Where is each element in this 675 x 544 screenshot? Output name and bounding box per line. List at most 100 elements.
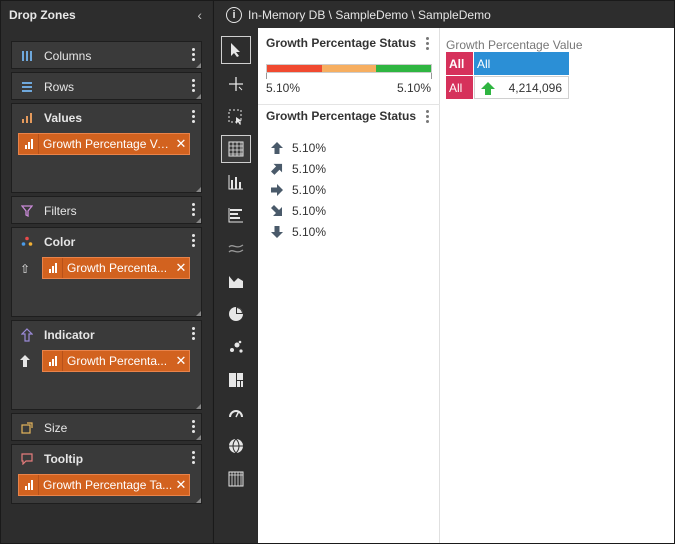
values-zone[interactable]: Values Growth Percentage Va... ✕ bbox=[11, 103, 202, 193]
legend-item[interactable]: 5.10% bbox=[270, 162, 326, 176]
filters-zone[interactable]: Filters bbox=[11, 196, 202, 224]
arrow-up-right-icon bbox=[270, 162, 284, 176]
measure-icon bbox=[43, 351, 63, 371]
breadcrumb-path: In-Memory DB \ SampleDemo \ SampleDemo bbox=[248, 7, 491, 22]
visual-toolbar bbox=[213, 28, 257, 543]
values-menu-icon[interactable] bbox=[192, 110, 196, 126]
measure-icon bbox=[43, 258, 63, 278]
legend-item-label: 5.10% bbox=[292, 183, 327, 197]
columns-icon bbox=[20, 49, 34, 63]
legend-item-label: 5.10% bbox=[292, 162, 327, 176]
gauge-ticks bbox=[266, 73, 432, 79]
values-icon bbox=[20, 111, 34, 125]
arrow-up-icon bbox=[481, 82, 495, 98]
drop-zones-panel: Drop Zones ‹ Columns Rows Valu bbox=[1, 1, 212, 543]
legend-item[interactable]: 5.10% bbox=[270, 204, 326, 218]
arrow-down-right-icon bbox=[270, 204, 284, 218]
grid-corner-all[interactable]: All bbox=[446, 52, 473, 75]
rows-label: Rows bbox=[44, 80, 75, 94]
panel-divider bbox=[258, 104, 440, 105]
legend-panel-menu-icon[interactable] bbox=[426, 110, 429, 125]
line-chart-icon[interactable] bbox=[221, 234, 251, 262]
kpi-panel-menu-icon[interactable] bbox=[426, 37, 429, 52]
legend-item[interactable]: 5.10% bbox=[270, 141, 326, 155]
info-icon[interactable]: i bbox=[226, 6, 242, 23]
tooltip-label: Tooltip bbox=[44, 452, 84, 466]
indicator-direction-icon[interactable] bbox=[20, 355, 30, 370]
breadcrumb-header: i In-Memory DB \ SampleDemo \ SampleDemo bbox=[213, 1, 674, 28]
indicator-menu-icon[interactable] bbox=[192, 327, 196, 343]
color-palette-icon bbox=[20, 235, 34, 249]
color-label: Color bbox=[44, 235, 76, 249]
filter-icon bbox=[20, 204, 34, 218]
arrow-up-icon bbox=[270, 141, 284, 155]
legend-item-label: 5.10% bbox=[292, 204, 327, 218]
grid-column-header[interactable]: All bbox=[474, 52, 569, 75]
color-chip-label: Growth Percenta... bbox=[67, 261, 168, 275]
tooltip-chip-label: Growth Percentage Ta... bbox=[43, 478, 173, 492]
gauge-segment-green bbox=[376, 65, 432, 72]
remove-color-chip-icon[interactable]: ✕ bbox=[175, 260, 187, 275]
more-icon[interactable] bbox=[221, 465, 251, 493]
column-chart-icon[interactable] bbox=[221, 168, 251, 196]
scatter-icon[interactable] bbox=[221, 333, 251, 361]
legend-item[interactable]: 5.10% bbox=[270, 183, 326, 197]
kpi-panel-title: Growth Percentage Status bbox=[266, 36, 417, 50]
indicator-label: Indicator bbox=[44, 328, 95, 342]
size-icon bbox=[20, 421, 34, 435]
color-field-chip[interactable]: Growth Percenta... ✕ bbox=[42, 257, 190, 279]
grid-panel-title: Growth Percentage Value bbox=[446, 38, 583, 52]
legend-item-label: 5.10% bbox=[292, 225, 327, 239]
color-direction-icon[interactable]: ⇧ bbox=[20, 262, 31, 276]
select-region-icon[interactable] bbox=[221, 103, 251, 131]
tooltip-zone[interactable]: Tooltip Growth Percentage Ta... ✕ bbox=[11, 444, 202, 504]
rows-icon bbox=[20, 80, 34, 94]
columns-zone[interactable]: Columns bbox=[11, 41, 202, 69]
filters-menu-icon[interactable] bbox=[192, 203, 196, 219]
columns-menu-icon[interactable] bbox=[192, 48, 196, 64]
bar-chart-icon[interactable] bbox=[221, 201, 251, 229]
globe-icon[interactable] bbox=[221, 432, 251, 460]
collapse-panel-icon[interactable]: ‹ bbox=[197, 7, 202, 23]
tooltip-field-chip[interactable]: Growth Percentage Ta... ✕ bbox=[18, 474, 190, 496]
grid-icon[interactable] bbox=[221, 135, 251, 163]
size-label: Size bbox=[44, 421, 68, 435]
pie-chart-icon[interactable] bbox=[221, 300, 251, 328]
size-zone[interactable]: Size bbox=[11, 413, 202, 441]
arrow-down-icon bbox=[270, 225, 284, 239]
indicator-zone[interactable]: Indicator Growth Percenta... ✕ bbox=[11, 320, 202, 410]
columns-label: Columns bbox=[44, 49, 92, 63]
values-chip-label: Growth Percentage Va... bbox=[43, 137, 173, 151]
rows-zone[interactable]: Rows bbox=[11, 72, 202, 100]
indicator-field-chip[interactable]: Growth Percenta... ✕ bbox=[42, 350, 190, 372]
grid-value-cell[interactable]: 4,214,096 bbox=[474, 76, 569, 99]
crosshair-icon[interactable] bbox=[221, 70, 251, 98]
gauge-segment-red bbox=[267, 65, 322, 72]
grid-row-header[interactable]: All bbox=[446, 76, 473, 99]
arrow-right-icon bbox=[270, 183, 284, 197]
measure-icon bbox=[19, 475, 39, 495]
gauge-min-label: 5.10% bbox=[266, 81, 301, 95]
area-chart-icon[interactable] bbox=[221, 267, 251, 295]
tooltip-menu-icon[interactable] bbox=[192, 451, 196, 467]
indicator-chip-label: Growth Percenta... bbox=[67, 354, 168, 368]
left-visual-column: Growth Percentage Status 5.10% 5.10% Gro… bbox=[258, 28, 440, 543]
size-menu-icon[interactable] bbox=[192, 420, 196, 436]
legend-item[interactable]: 5.10% bbox=[270, 225, 326, 239]
measure-icon bbox=[19, 134, 39, 154]
color-menu-icon[interactable] bbox=[192, 234, 196, 250]
treemap-icon[interactable] bbox=[221, 366, 251, 394]
gauge-icon[interactable] bbox=[221, 399, 251, 427]
kpi-gauge-bar bbox=[266, 64, 432, 73]
drop-zones-header: Drop Zones ‹ bbox=[1, 1, 212, 29]
remove-tooltip-chip-icon[interactable]: ✕ bbox=[175, 477, 187, 492]
filters-label: Filters bbox=[44, 204, 77, 218]
rows-menu-icon[interactable] bbox=[192, 79, 196, 95]
remove-values-chip-icon[interactable]: ✕ bbox=[175, 136, 187, 151]
color-zone[interactable]: Color ⇧ Growth Percenta... ✕ bbox=[11, 227, 202, 317]
values-label: Values bbox=[44, 111, 83, 125]
values-field-chip[interactable]: Growth Percentage Va... ✕ bbox=[18, 133, 190, 155]
grid-value: 4,214,096 bbox=[508, 80, 562, 95]
pointer-icon[interactable] bbox=[221, 36, 251, 64]
remove-indicator-chip-icon[interactable]: ✕ bbox=[175, 353, 187, 368]
